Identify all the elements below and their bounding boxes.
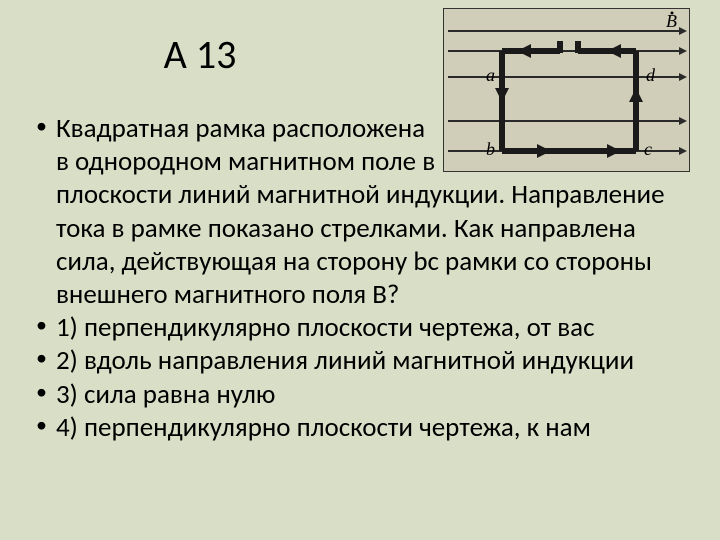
option-3: 3) сила равна нулю bbox=[30, 378, 690, 411]
option-4: 4) перпендикулярно плоскости чертежа, к … bbox=[30, 411, 690, 444]
svg-text:d: d bbox=[646, 65, 656, 85]
bullet-list: Квадратная рамка расположена в однородно… bbox=[30, 112, 690, 444]
q-line1: Квадратная рамка расположена bbox=[56, 112, 425, 145]
option-2: 2) вдоль направления линий магнитной инд… bbox=[30, 344, 690, 377]
content-area: Квадратная рамка расположена в однородно… bbox=[30, 112, 690, 444]
q-line2: в однородном магнитном поле в bbox=[56, 145, 435, 178]
page-title: А 13 bbox=[0, 30, 400, 79]
option-1: 1) перпендикулярно плоскости чертежа, от… bbox=[30, 311, 690, 344]
question-text: Квадратная рамка расположена в однородно… bbox=[30, 112, 690, 311]
svg-text:a: a bbox=[486, 65, 495, 85]
q-line3: плоскости линий магнитной индукции. Напр… bbox=[56, 178, 665, 311]
